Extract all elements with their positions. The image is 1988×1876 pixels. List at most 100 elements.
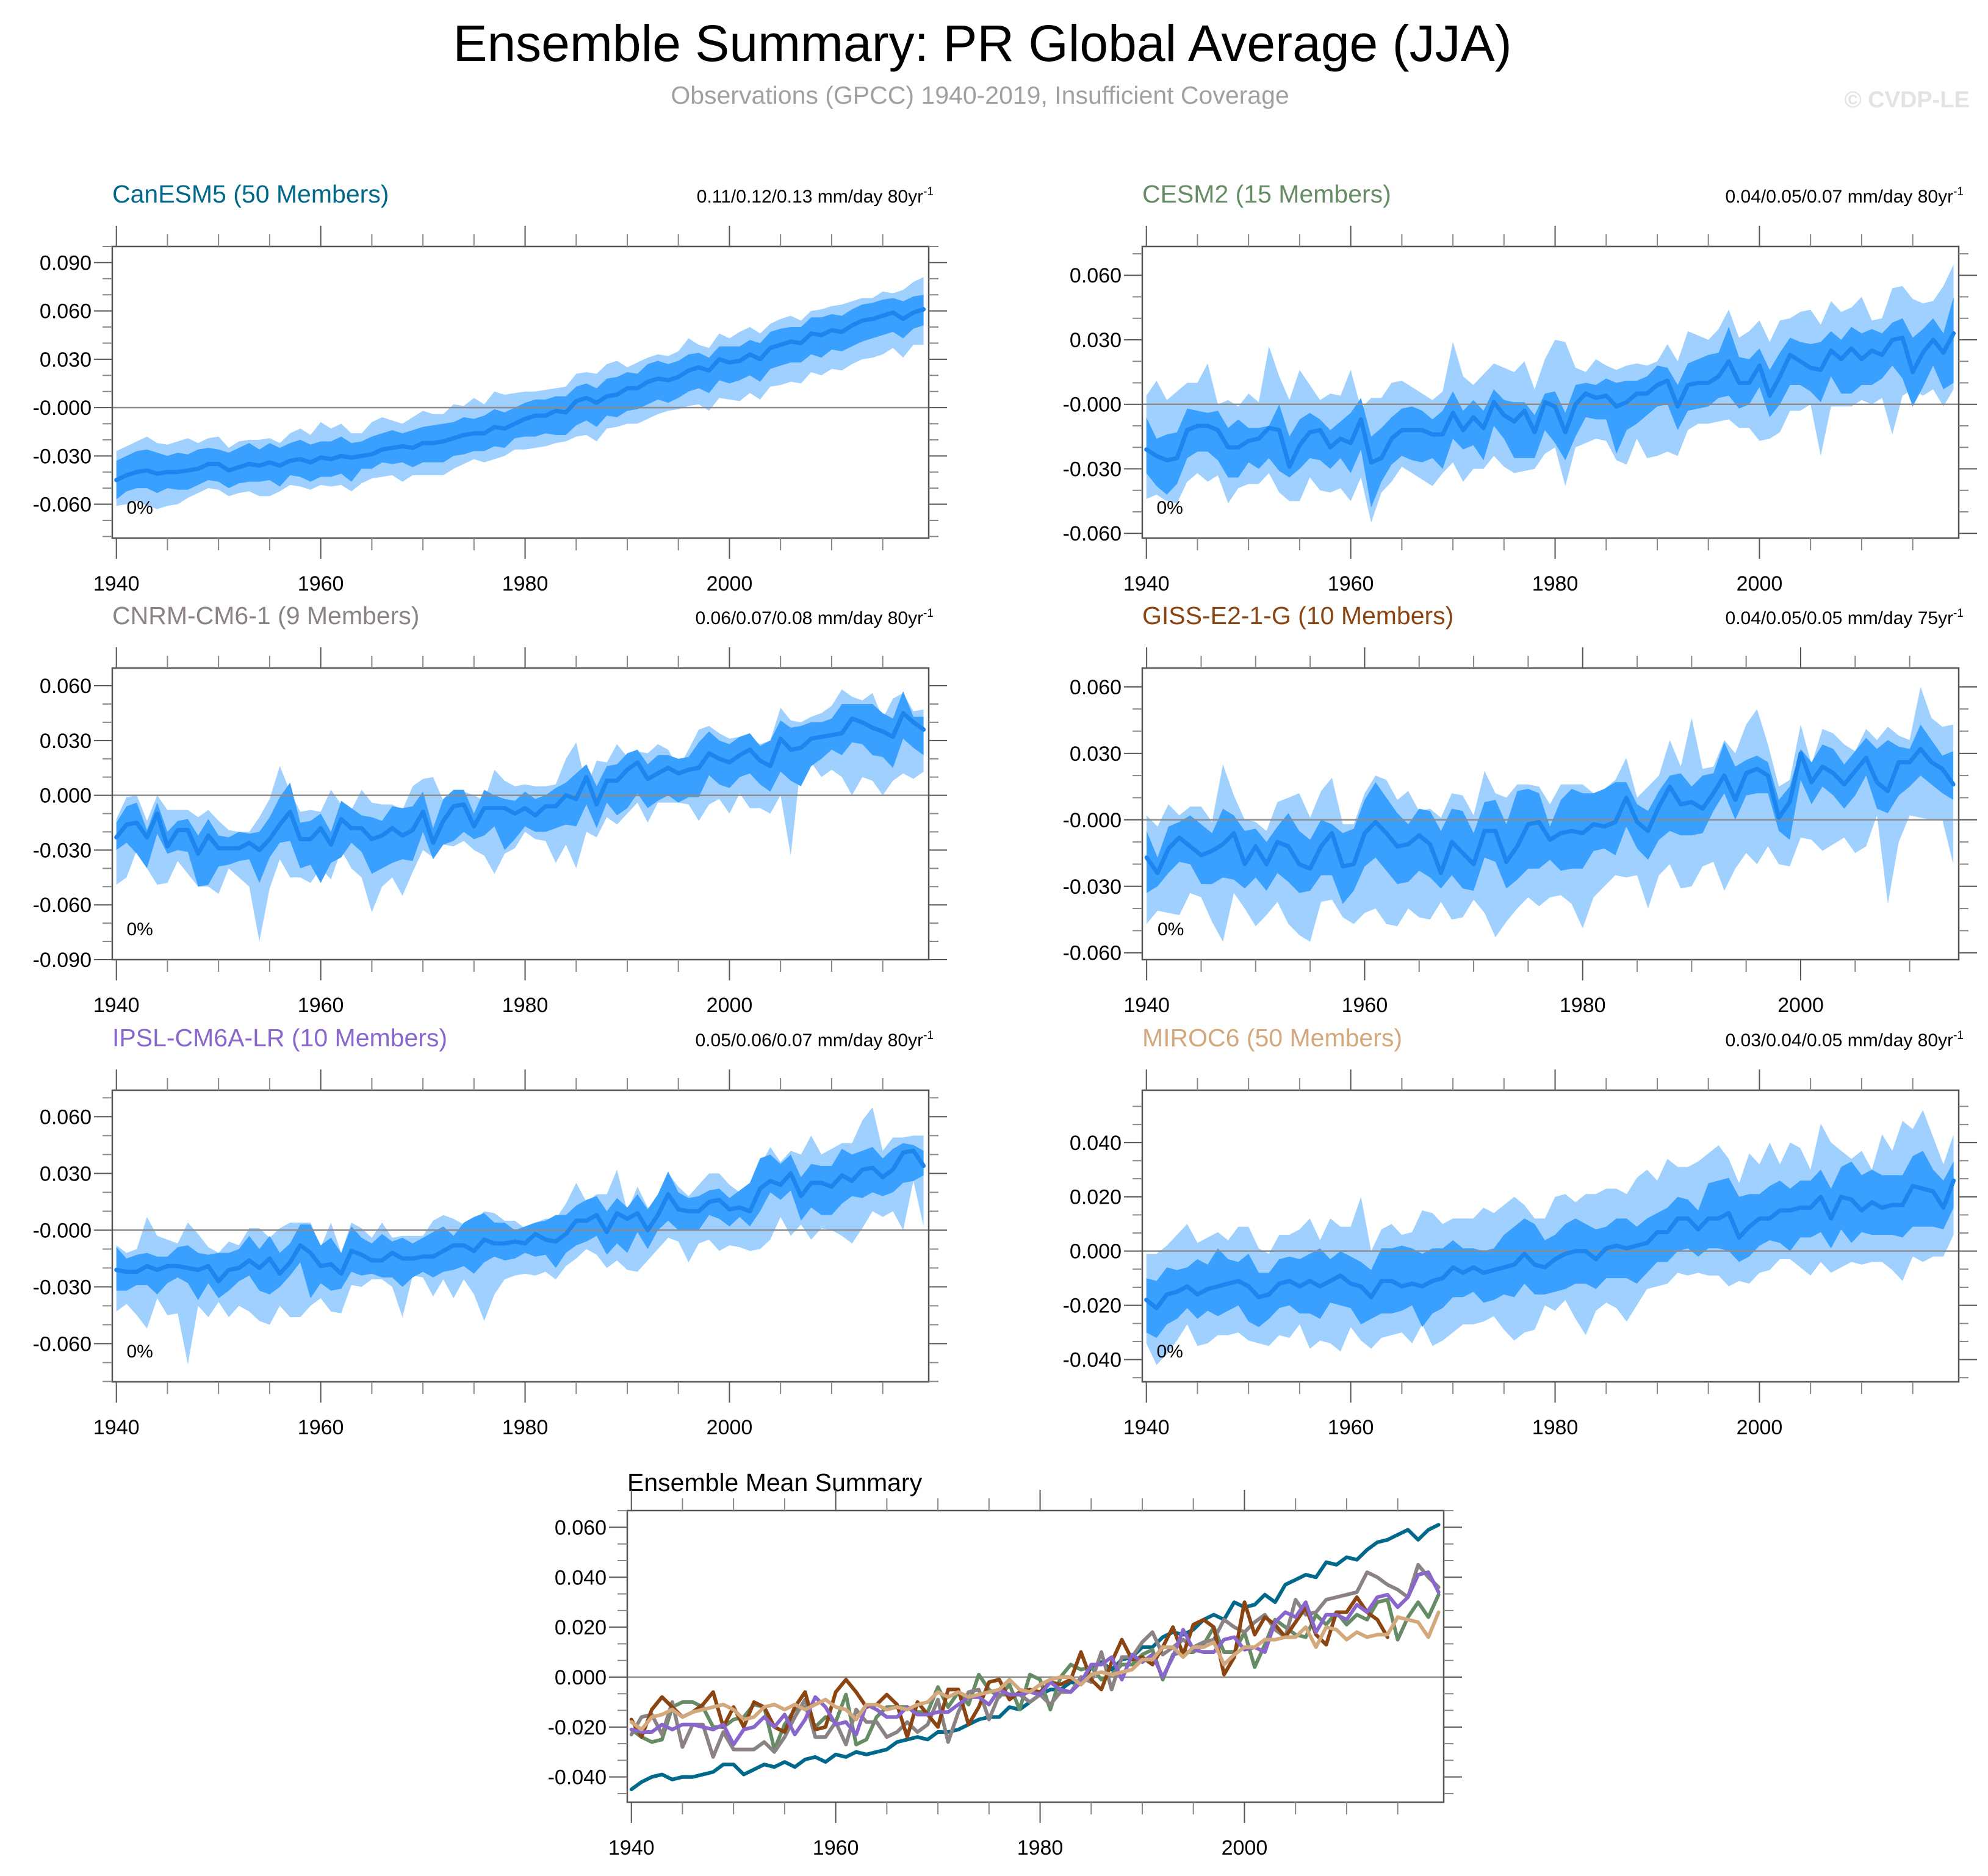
- y-tick-label: 0.000: [1070, 1240, 1122, 1263]
- x-tick-label: 1960: [813, 1836, 859, 1860]
- y-tick-label: -0.030: [1063, 458, 1122, 481]
- trend-label: 0.05/0.06/0.07 mm/day 80yr-1: [696, 1029, 934, 1051]
- trend-label: 0.03/0.04/0.05 mm/day 80yr-1: [1726, 1029, 1964, 1051]
- trend-superscript: -1: [1953, 185, 1964, 198]
- plot-frame: [111, 1089, 930, 1383]
- percent-label: 0%: [126, 1342, 153, 1362]
- x-tick-label: 1940: [1123, 1416, 1170, 1439]
- x-tick-label: 1980: [1532, 1416, 1579, 1439]
- ensemble-mean-line: [114, 307, 926, 483]
- trend-label: 0.04/0.05/0.05 mm/day 75yr-1: [1726, 607, 1964, 628]
- plot-frame: [1141, 1089, 1960, 1383]
- y-tick-label: -0.060: [33, 494, 92, 517]
- percent-label: 0%: [1156, 498, 1183, 518]
- chart-panel-0: CanESM5 (50 Members) 0.11/0.12/0.13 mm/da…: [33, 180, 947, 595]
- chart-panel-2: CNRM-CM6-1 (9 Members) 0.06/0.07/0.08 mm/…: [33, 602, 947, 1017]
- y-tick-label: -0.020: [1063, 1295, 1122, 1318]
- y-tick-label: -0.030: [33, 1276, 92, 1299]
- outer-percentile-band: [1147, 686, 1954, 942]
- trend-label: 0.06/0.07/0.08 mm/day 80yr-1: [696, 607, 934, 628]
- chart-panel-3: GISS-E2-1-G (10 Members) 0.04/0.05/0.05 m…: [1063, 602, 1977, 1017]
- trend-superscript: -1: [1953, 607, 1964, 620]
- x-tick-label: 1940: [93, 572, 140, 595]
- inner-percentile-band: [116, 295, 924, 500]
- y-tick-label: 0.030: [40, 348, 92, 372]
- y-tick-label: 0.000: [555, 1666, 607, 1689]
- trend-superscript: -1: [923, 185, 934, 198]
- y-tick-label: 0.060: [40, 1105, 92, 1129]
- y-tick-label: 0.020: [1070, 1186, 1122, 1209]
- y-tick-label: -0.090: [33, 949, 92, 972]
- y-tick-label: 0.060: [40, 300, 92, 323]
- x-tick-label: 1980: [1017, 1836, 1064, 1860]
- y-tick-label: -0.030: [33, 839, 92, 862]
- series-line-miroc6: [629, 1610, 1441, 1731]
- x-tick-label: 1940: [93, 1416, 140, 1439]
- y-tick-label: 0.030: [40, 1162, 92, 1185]
- y-tick-label: 0.060: [555, 1516, 607, 1539]
- x-tick-label: 1940: [1123, 994, 1170, 1017]
- plot-area: [112, 277, 929, 509]
- panel-title: GISS-E2-1-G (10 Members): [1142, 602, 1453, 630]
- x-tick-label: 2000: [707, 994, 753, 1017]
- y-tick-label: -0.000: [33, 397, 92, 420]
- x-tick-label: 2000: [1737, 572, 1783, 595]
- panels: CanESM5 (50 Members) 0.11/0.12/0.13 mm/da…: [33, 180, 1977, 1860]
- trend-label: 0.04/0.05/0.07 mm/day 80yr-1: [1726, 185, 1964, 207]
- ensemble-mean-line: [114, 1148, 926, 1284]
- plot-area: [627, 1523, 1444, 1792]
- figure-subtitle: Observations (GPCC) 1940-2019, Insuffici…: [671, 81, 1289, 109]
- y-tick-label: 0.030: [1070, 329, 1122, 352]
- y-tick-label: 0.040: [1070, 1132, 1122, 1155]
- trend-value: 0.05/0.06/0.07 mm/day 80yr: [696, 1030, 924, 1051]
- panel-title: IPSL-CM6A-LR (10 Members): [112, 1024, 447, 1052]
- ensemble-mean-line: [1144, 1178, 1956, 1310]
- series-line-giss-e2-1-g: [629, 1595, 1389, 1739]
- x-tick-label: 1960: [298, 1416, 344, 1439]
- x-tick-label: 1960: [298, 994, 344, 1017]
- chart-panel-1: CESM2 (15 Members) 0.04/0.05/0.07 mm/day …: [1063, 180, 1977, 595]
- x-tick-label: 2000: [1222, 1836, 1268, 1860]
- x-tick-label: 1980: [1532, 572, 1579, 595]
- trend-superscript: -1: [1953, 1029, 1964, 1042]
- ensemble-mean-line: [114, 711, 926, 856]
- x-tick-label: 1980: [502, 1416, 549, 1439]
- trend-value: 0.11/0.12/0.13 mm/day 80yr: [697, 187, 923, 207]
- y-tick-label: 0.060: [40, 675, 92, 698]
- panel-title: CanESM5 (50 Members): [112, 180, 389, 208]
- y-tick-label: -0.040: [1063, 1349, 1122, 1372]
- y-tick-label: 0.060: [1070, 676, 1122, 699]
- plot-area: [1142, 1110, 1959, 1365]
- x-tick-label: 1960: [1328, 572, 1374, 595]
- percent-label: 0%: [1158, 919, 1184, 940]
- y-tick-label: -0.000: [1063, 809, 1122, 832]
- plot-area: [1142, 264, 1959, 523]
- copyright-label: © CVDP-LE: [1845, 87, 1970, 113]
- panel-title: Ensemble Mean Summary: [627, 1468, 923, 1497]
- trend-superscript: -1: [923, 607, 934, 620]
- y-tick-label: 0.000: [40, 785, 92, 808]
- trend-value: 0.04/0.05/0.05 mm/day 75yr: [1726, 608, 1954, 628]
- x-tick-label: 1940: [608, 1836, 655, 1860]
- x-tick-label: 1980: [502, 572, 549, 595]
- y-tick-label: -0.020: [548, 1716, 607, 1739]
- panel-title: CESM2 (15 Members): [1142, 180, 1391, 208]
- y-tick-label: 0.040: [555, 1566, 607, 1589]
- percent-label: 0%: [126, 498, 153, 518]
- y-tick-label: -0.060: [1063, 942, 1122, 965]
- x-tick-label: 1980: [1560, 994, 1606, 1017]
- trend-superscript: -1: [923, 1029, 934, 1042]
- y-tick-label: 0.090: [40, 251, 92, 275]
- trend-label: 0.11/0.12/0.13 mm/day 80yr-1: [697, 185, 934, 207]
- x-tick-label: 2000: [1737, 1416, 1783, 1439]
- plot-area: [112, 689, 929, 942]
- x-tick-label: 2000: [1777, 994, 1824, 1017]
- trend-value: 0.04/0.05/0.07 mm/day 80yr: [1726, 187, 1954, 207]
- chart-panel-5: MIROC6 (50 Members) 0.03/0.04/0.05 mm/day…: [1063, 1024, 1977, 1439]
- trend-value: 0.03/0.04/0.05 mm/day 80yr: [1726, 1030, 1954, 1051]
- chart-panel-4: IPSL-CM6A-LR (10 Members) 0.05/0.06/0.07 …: [33, 1024, 947, 1439]
- x-tick-label: 1980: [502, 994, 549, 1017]
- x-tick-label: 2000: [707, 572, 753, 595]
- trend-value: 0.06/0.07/0.08 mm/day 80yr: [696, 608, 924, 628]
